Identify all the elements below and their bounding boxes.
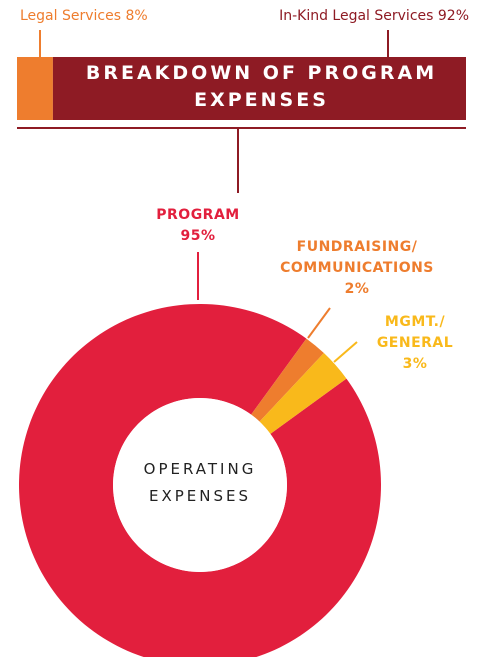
data-label: MGMT./ GENERAL 3% bbox=[360, 312, 470, 375]
data-label: PROGRAM 95% bbox=[128, 205, 268, 247]
donut-segment bbox=[251, 338, 324, 422]
bar-label: Legal Services 8% bbox=[20, 8, 148, 24]
center-label: OPERATING EXPENSES bbox=[120, 456, 280, 510]
value-label: 8% bbox=[125, 8, 148, 24]
data-label: FUNDRAISING/ COMMUNICATIONS 2% bbox=[262, 237, 452, 300]
series-name: In-Kind Legal Services bbox=[279, 8, 434, 24]
value-label: 95% bbox=[180, 228, 216, 244]
donut-segment bbox=[259, 353, 347, 434]
value-label: 92% bbox=[437, 8, 469, 24]
bar-label: In-Kind Legal Services 92% bbox=[279, 8, 469, 24]
leader-line bbox=[307, 307, 331, 339]
donut-hole bbox=[113, 398, 287, 572]
value-label: 3% bbox=[402, 356, 428, 372]
category-label: MGMT./ GENERAL bbox=[376, 314, 454, 351]
category-label: PROGRAM bbox=[156, 207, 240, 223]
donut-segment bbox=[19, 304, 381, 657]
category-label: FUNDRAISING/ COMMUNICATIONS bbox=[280, 239, 434, 276]
leader-line bbox=[333, 341, 358, 363]
chart-title: BREAKDOWN OF PROGRAM EXPENSES bbox=[85, 62, 438, 111]
series-name: Legal Services bbox=[20, 8, 122, 24]
bar-segment bbox=[17, 57, 53, 120]
bar-segment bbox=[52, 57, 467, 120]
value-label: 2% bbox=[344, 281, 370, 297]
center-text: OPERATING EXPENSES bbox=[143, 460, 257, 505]
